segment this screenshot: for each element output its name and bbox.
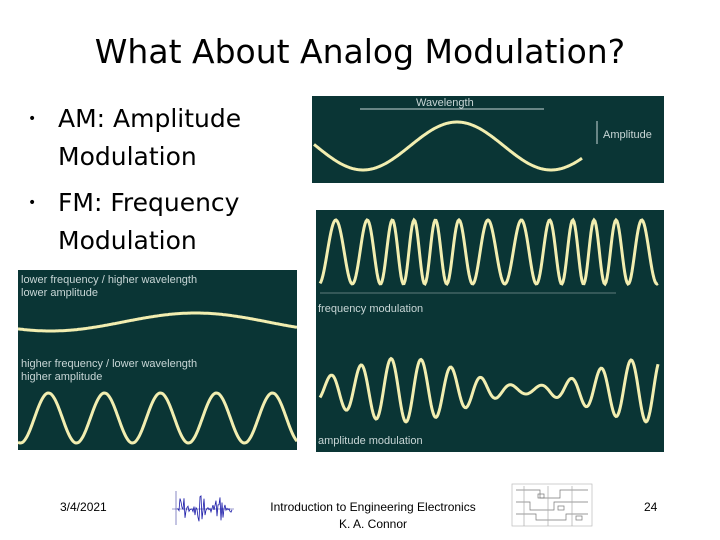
- bullet-item-am: • AM: Amplitude Modulation: [28, 100, 298, 176]
- modulation-svg: frequency modulation amplitude modulatio…: [318, 217, 660, 447]
- high-frequency-wave: [18, 391, 297, 445]
- fm-wave: [318, 217, 659, 287]
- low-wave-caption-2: lower amplitude: [21, 287, 98, 299]
- page-number: 24: [644, 500, 658, 514]
- bullet-glyph: •: [28, 195, 37, 211]
- high-wave-caption-1: higher frequency / lower wavelength: [21, 358, 197, 370]
- am-wave: [318, 356, 660, 424]
- am-label: amplitude modulation: [318, 435, 423, 447]
- footer-course: Introduction to Engineering Electronics: [270, 500, 476, 514]
- footer-date: 3/4/2021: [60, 500, 107, 514]
- low-wave-caption-1: lower frequency / higher wavelength: [21, 274, 197, 286]
- bullet-text: FM: Frequency Modulation: [58, 188, 240, 255]
- wave-diagram: Wavelength Amplitude: [312, 96, 664, 183]
- signal-logo: [172, 487, 234, 527]
- wave-diagram-svg: Wavelength Amplitude: [313, 97, 652, 172]
- noise-signal-icon: [172, 491, 234, 525]
- low-frequency-wave: [18, 311, 297, 333]
- carrier-wave: [313, 120, 583, 172]
- bullet-item-fm: • FM: Frequency Modulation: [28, 184, 298, 260]
- slide-title: What About Analog Modulation?: [94, 32, 626, 71]
- circuit-diagram-icon: [511, 483, 593, 527]
- bullet-glyph: •: [28, 111, 37, 127]
- fm-label: frequency modulation: [318, 303, 423, 315]
- high-wave-caption-2: higher amplitude: [21, 371, 102, 383]
- amplitude-compare-diagram: lower frequency / higher wavelength lowe…: [18, 270, 297, 450]
- bullet-text: AM: Amplitude Modulation: [58, 104, 242, 171]
- amplitude-compare-svg: lower frequency / higher wavelength lowe…: [18, 274, 297, 445]
- amplitude-label: Amplitude: [603, 129, 652, 141]
- wavelength-label: Wavelength: [416, 97, 474, 109]
- bullet-list: • AM: Amplitude Modulation • FM: Frequen…: [28, 100, 298, 268]
- modulation-diagram: frequency modulation amplitude modulatio…: [316, 210, 664, 452]
- circuit-logo: [510, 480, 594, 530]
- footer-author: K. A. Connor: [338, 517, 408, 531]
